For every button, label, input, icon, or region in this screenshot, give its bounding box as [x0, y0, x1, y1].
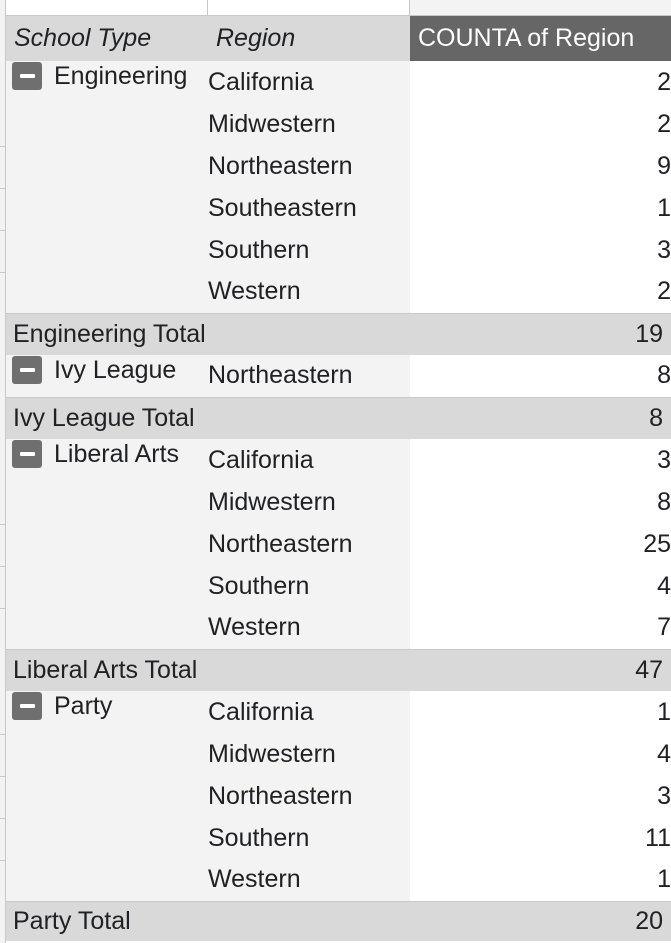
row-gutter	[0, 0, 6, 943]
group-total-value[interactable]: 19	[410, 312, 671, 355]
group-total-label[interactable]: Engineering Total	[6, 312, 410, 355]
group-total-value[interactable]: 47	[410, 648, 671, 691]
table-row: Midwestern 2	[6, 103, 671, 145]
group-total-row: Ivy League Total 8	[6, 396, 671, 439]
count-cell[interactable]: 8	[410, 355, 671, 397]
region-cell[interactable]: Northeastern	[208, 355, 410, 397]
group-header: Party	[6, 691, 208, 721]
count-cell[interactable]: 3	[410, 439, 671, 481]
table-row: Northeastern 9	[6, 145, 671, 187]
region-cell[interactable]: Southern	[208, 817, 410, 859]
region-cell[interactable]: Northeastern	[208, 145, 410, 187]
region-cell[interactable]: Southern	[208, 229, 410, 271]
table-row: Engineering California 2	[6, 61, 671, 313]
group-total-value[interactable]: 20	[410, 900, 671, 941]
count-cell[interactable]: 2	[410, 271, 671, 313]
group-total-label[interactable]: Ivy League Total	[6, 396, 410, 439]
table-row: Northeastern 25	[6, 523, 671, 565]
count-cell[interactable]: 2	[410, 103, 671, 145]
group-cell[interactable]: Liberal Arts	[6, 439, 208, 649]
region-cell[interactable]: California	[208, 61, 410, 103]
table-row: Midwestern 4	[6, 733, 671, 775]
group-label: Ivy League	[54, 355, 177, 384]
group-total-row: Party Total 20	[6, 900, 671, 941]
table-row: Northeastern 3	[6, 775, 671, 817]
region-header[interactable]: Region	[208, 16, 410, 61]
table-row: Ivy League Northeastern 8	[6, 355, 671, 397]
group-cell[interactable]: Party	[6, 691, 208, 901]
group-label: Engineering	[54, 61, 188, 90]
group-cell[interactable]: Engineering	[6, 61, 208, 313]
minus-icon[interactable]	[12, 440, 42, 468]
group-total-label[interactable]: Party Total	[6, 900, 410, 941]
region-cell[interactable]: California	[208, 691, 410, 733]
count-cell[interactable]: 1	[410, 691, 671, 733]
minus-icon[interactable]	[12, 356, 42, 384]
group-header: Liberal Arts	[6, 439, 208, 469]
strip-cell[interactable]	[410, 0, 671, 15]
table-row: Liberal Arts California 3	[6, 439, 671, 649]
count-cell[interactable]: 11	[410, 817, 671, 859]
region-cell[interactable]: Southern	[208, 565, 410, 607]
count-cell[interactable]: 1	[410, 187, 671, 229]
group-total-value[interactable]: 8	[410, 396, 671, 439]
count-cell[interactable]: 3	[410, 229, 671, 271]
count-cell[interactable]: 3	[410, 775, 671, 817]
count-cell[interactable]: 9	[410, 145, 671, 187]
minus-icon[interactable]	[12, 692, 42, 720]
table-row: Western 2	[6, 271, 671, 313]
region-cell[interactable]: Southeastern	[208, 187, 410, 229]
table-row: Western 1	[6, 859, 671, 901]
group-total-label[interactable]: Liberal Arts Total	[6, 648, 410, 691]
region-cell[interactable]: Midwestern	[208, 481, 410, 523]
table-row: Midwestern 8	[6, 481, 671, 523]
group-header: Ivy League	[6, 355, 208, 385]
previous-row-strip	[6, 0, 671, 16]
group-cell[interactable]: Ivy League	[6, 355, 208, 397]
count-cell[interactable]: 8	[410, 481, 671, 523]
region-cell[interactable]: Western	[208, 271, 410, 313]
table-row: Party California 1	[6, 691, 671, 901]
region-cell[interactable]: Northeastern	[208, 523, 410, 565]
table-row: Southeastern 1	[6, 187, 671, 229]
count-cell[interactable]: 2	[410, 61, 671, 103]
group-label: Party	[54, 691, 113, 720]
region-cell[interactable]: California	[208, 439, 410, 481]
table-row: Western 7	[6, 607, 671, 649]
count-cell[interactable]: 1	[410, 859, 671, 901]
counta-header[interactable]: COUNTA of Region	[410, 16, 671, 61]
count-cell[interactable]: 4	[410, 733, 671, 775]
count-cell[interactable]: 7	[410, 607, 671, 649]
school-type-header[interactable]: School Type	[6, 16, 208, 61]
table-row: Southern 4	[6, 565, 671, 607]
region-cell[interactable]: Midwestern	[208, 733, 410, 775]
pivot-header-row: School Type Region COUNTA of Region	[6, 16, 671, 61]
group-header: Engineering	[6, 61, 208, 91]
group-total-row: Liberal Arts Total 47	[6, 648, 671, 691]
strip-cell[interactable]	[208, 0, 410, 15]
region-cell[interactable]: Western	[208, 607, 410, 649]
strip-cell[interactable]	[6, 0, 208, 15]
count-cell[interactable]: 4	[410, 565, 671, 607]
group-label: Liberal Arts	[54, 439, 180, 468]
pivot-table: School Type Region COUNTA of Region Engi…	[6, 16, 671, 941]
minus-icon[interactable]	[12, 62, 42, 90]
region-cell[interactable]: Northeastern	[208, 775, 410, 817]
group-total-row: Engineering Total 19	[6, 312, 671, 355]
count-cell[interactable]: 25	[410, 523, 671, 565]
region-cell[interactable]: Western	[208, 859, 410, 901]
table-row: Southern 11	[6, 817, 671, 859]
table-row: Southern 3	[6, 229, 671, 271]
region-cell[interactable]: Midwestern	[208, 103, 410, 145]
pivot-body: Engineering California 2 Midwestern 2 Northea…	[6, 61, 671, 941]
